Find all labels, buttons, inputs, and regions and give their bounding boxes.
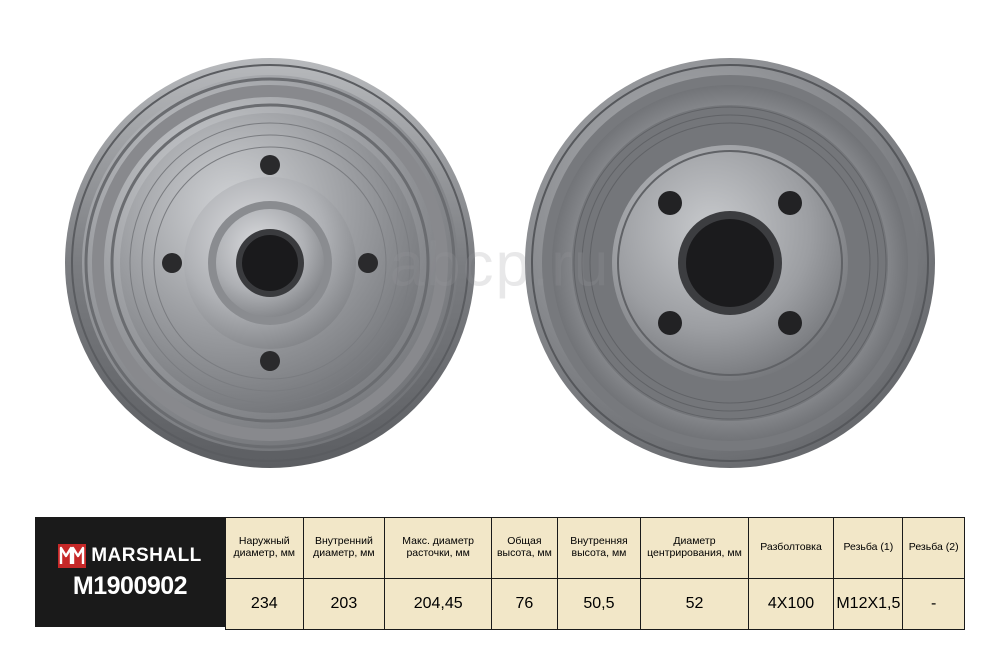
spec-header: Общая высота, мм bbox=[492, 518, 558, 579]
spec-header: Наружный диаметр, мм bbox=[226, 518, 304, 579]
info-bar: MARSHALL M1900902 Наружный диаметр, ммВн… bbox=[35, 517, 965, 627]
spec-header: Разболтовка bbox=[748, 518, 834, 579]
spec-header: Макс. диаметр расточки, мм bbox=[385, 518, 492, 579]
spec-header: Резьба (1) bbox=[834, 518, 903, 579]
spec-header: Диаметр центрирования, мм bbox=[641, 518, 749, 579]
part-number: M1900902 bbox=[73, 572, 187, 601]
spec-value: - bbox=[903, 579, 965, 630]
spec-value: 203 bbox=[303, 579, 385, 630]
spec-header: Внутренняя высота, мм bbox=[557, 518, 641, 579]
product-image-area: abcp.ru bbox=[0, 45, 1000, 485]
brand-box: MARSHALL M1900902 bbox=[35, 517, 225, 627]
spec-header: Резьба (2) bbox=[903, 518, 965, 579]
spec-table: Наружный диаметр, ммВнутренний диаметр, … bbox=[225, 517, 965, 630]
spec-value: 4X100 bbox=[748, 579, 834, 630]
brake-drum-back bbox=[520, 53, 940, 478]
spec-value: 76 bbox=[492, 579, 558, 630]
spec-value: 234 bbox=[226, 579, 304, 630]
spec-value: 204,45 bbox=[385, 579, 492, 630]
brake-drum-front bbox=[60, 53, 480, 478]
brand-name: MARSHALL bbox=[91, 545, 202, 567]
spec-value: 50,5 bbox=[557, 579, 641, 630]
spec-value: M12X1,5 bbox=[834, 579, 903, 630]
spec-value: 52 bbox=[641, 579, 749, 630]
spec-header: Внутренний диаметр, мм bbox=[303, 518, 385, 579]
marshall-logo-icon bbox=[58, 544, 86, 568]
